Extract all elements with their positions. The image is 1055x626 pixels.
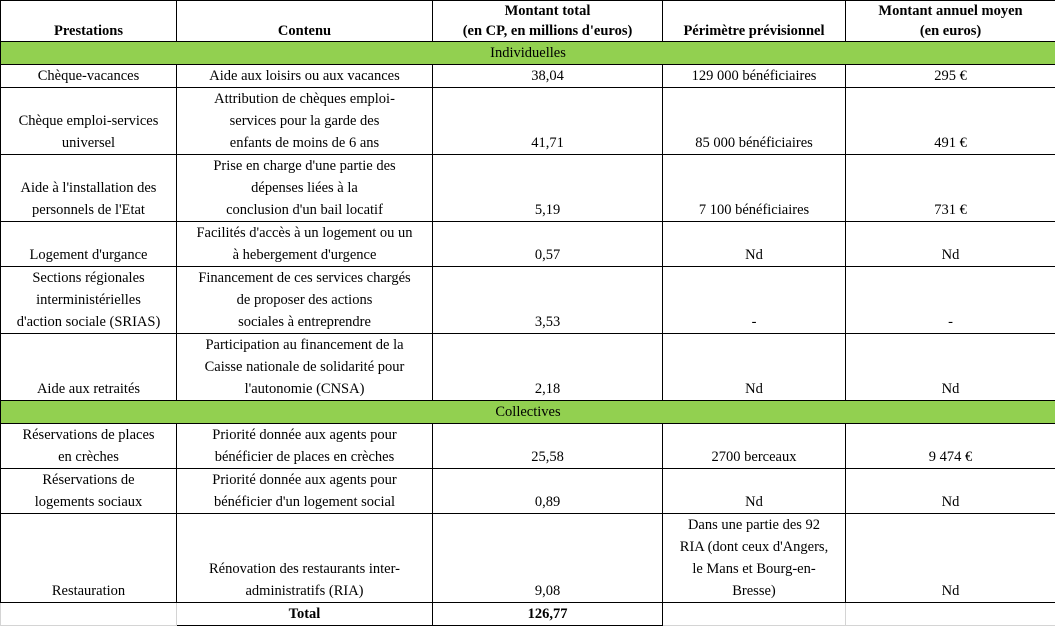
header-contenu: Contenu	[177, 1, 433, 42]
montant-total-cell: 38,04	[433, 65, 663, 88]
montant-annuel-cell: 731 €	[846, 155, 1055, 222]
contenu-cell: Rénovation des restaurants inter- admini…	[177, 514, 433, 603]
montant-total-cell: 0,89	[433, 469, 663, 514]
empty-cell	[846, 603, 1055, 626]
perimetre-cell: 85 000 bénéficiaires	[663, 88, 846, 155]
contenu-cell: Prise en charge d'une partie des dépense…	[177, 155, 433, 222]
perimetre-cell: 7 100 bénéficiaires	[663, 155, 846, 222]
perimetre-cell: 2700 berceaux	[663, 424, 846, 469]
prestation-cell: Aide à l'installation des personnels de …	[1, 155, 177, 222]
prestation-cell: Aide aux retraités	[1, 334, 177, 401]
contenu-cell: Aide aux loisirs ou aux vacances	[177, 65, 433, 88]
montant-total-cell: 3,53	[433, 267, 663, 334]
contenu-cell: Attribution de chèques emploi- services …	[177, 88, 433, 155]
section-label: Individuelles	[1, 42, 1055, 65]
montant-total-cell: 41,71	[433, 88, 663, 155]
section-row-individuelles: Individuelles	[1, 42, 1055, 65]
montant-total-cell: 2,18	[433, 334, 663, 401]
montant-total-cell: 0,57	[433, 222, 663, 267]
header-row: Prestations Contenu Montant total (en CP…	[1, 1, 1055, 42]
montant-annuel-cell: Nd	[846, 334, 1055, 401]
contenu-cell: Priorité donnée aux agents pour bénéfici…	[177, 469, 433, 514]
total-row: Total 126,77	[1, 603, 1055, 626]
perimetre-cell: Nd	[663, 222, 846, 267]
header-prestations: Prestations	[1, 1, 177, 42]
section-row-collectives: Collectives	[1, 401, 1055, 424]
contenu-cell: Priorité donnée aux agents pour bénéfici…	[177, 424, 433, 469]
montant-annuel-cell: -	[846, 267, 1055, 334]
contenu-cell: Participation au financement de la Caiss…	[177, 334, 433, 401]
montant-annuel-cell: Nd	[846, 514, 1055, 603]
table-row: Aide à l'installation des personnels de …	[1, 155, 1055, 222]
header-montant-annuel: Montant annuel moyen (en euros)	[846, 1, 1055, 42]
prestation-cell: Logement d'urgance	[1, 222, 177, 267]
perimetre-cell: Nd	[663, 334, 846, 401]
montant-total-cell: 25,58	[433, 424, 663, 469]
prestation-cell: Réservations de places en crèches	[1, 424, 177, 469]
montant-annuel-cell: 491 €	[846, 88, 1055, 155]
montant-annuel-cell: Nd	[846, 222, 1055, 267]
perimetre-cell: 129 000 bénéficiaires	[663, 65, 846, 88]
contenu-cell: Facilités d'accès à un logement ou un à …	[177, 222, 433, 267]
montant-annuel-cell: Nd	[846, 469, 1055, 514]
empty-cell	[1, 603, 177, 626]
prestation-cell: Sections régionales interministérielles …	[1, 267, 177, 334]
perimetre-cell: Dans une partie des 92 RIA (dont ceux d'…	[663, 514, 846, 603]
prestation-cell: Réservations de logements sociaux	[1, 469, 177, 514]
prestation-cell: Chèque emploi-services universel	[1, 88, 177, 155]
montant-annuel-cell: 9 474 €	[846, 424, 1055, 469]
header-perimetre: Périmètre prévisionnel	[663, 1, 846, 42]
total-value: 126,77	[433, 603, 663, 626]
empty-cell	[663, 603, 846, 626]
prestation-cell: Restauration	[1, 514, 177, 603]
contenu-cell: Financement de ces services chargés de p…	[177, 267, 433, 334]
montant-total-cell: 9,08	[433, 514, 663, 603]
perimetre-cell: Nd	[663, 469, 846, 514]
table-row: Sections régionales interministérielles …	[1, 267, 1055, 334]
montant-annuel-cell: 295 €	[846, 65, 1055, 88]
montant-total-cell: 5,19	[433, 155, 663, 222]
header-montant-total: Montant total (en CP, en millions d'euro…	[433, 1, 663, 42]
section-label: Collectives	[1, 401, 1055, 424]
perimetre-cell: -	[663, 267, 846, 334]
total-label: Total	[177, 603, 433, 626]
prestation-cell: Chèque-vacances	[1, 65, 177, 88]
